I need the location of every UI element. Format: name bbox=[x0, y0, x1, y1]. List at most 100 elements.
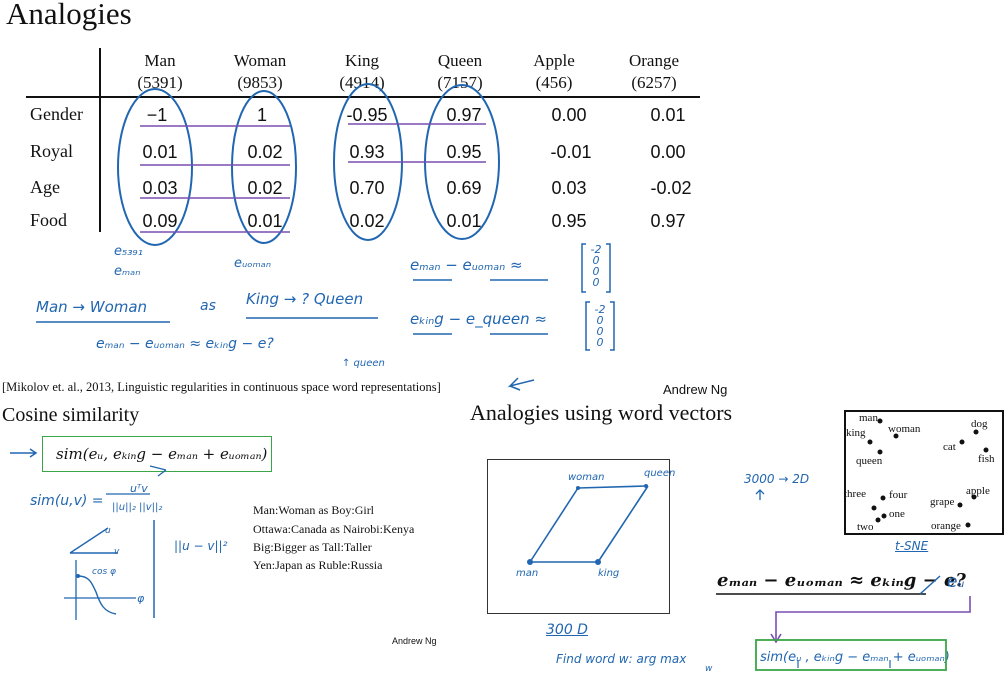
row-label-age: Age bbox=[30, 177, 60, 197]
cosine-slide-title: Cosine similarity bbox=[2, 404, 140, 426]
tsne-word: grape bbox=[930, 496, 955, 508]
hand-distance: ||u − v||² bbox=[174, 539, 228, 553]
column-header-man: Man (5391) bbox=[120, 50, 200, 94]
table-cell: 0.01 bbox=[142, 142, 178, 162]
table-cell: -0.95 bbox=[346, 105, 388, 125]
tsne-word: four bbox=[889, 489, 908, 501]
cos-curve bbox=[77, 575, 117, 615]
analogy-equation: eₘₐₙ − eᵤₒₘₐₙ ≈ eₖᵢₙg − e? bbox=[717, 570, 966, 591]
column-header-woman: Woman (9853) bbox=[220, 50, 300, 94]
column-index: (6257) bbox=[631, 73, 677, 92]
column-word: King bbox=[345, 51, 379, 70]
table-cell: 0.95 bbox=[551, 211, 587, 231]
hand-ew: eᵤ bbox=[947, 572, 965, 592]
point-woman bbox=[576, 486, 580, 490]
tsne-word: queen bbox=[856, 455, 883, 467]
table-cell: 1 bbox=[256, 105, 267, 125]
column-index: (9853) bbox=[237, 73, 283, 92]
column-word: Apple bbox=[533, 51, 575, 70]
para-label-man: man bbox=[516, 568, 539, 579]
tsne-word: three bbox=[844, 488, 866, 500]
analogy-example: Man:Woman as Boy:Girl bbox=[253, 503, 375, 517]
para-label-woman: woman bbox=[568, 472, 605, 483]
citation: [Mikolov et. al., 2013, Linguistic regul… bbox=[2, 380, 441, 394]
para-label-king: king bbox=[598, 568, 620, 579]
tsne-word: orange bbox=[931, 520, 961, 532]
table-cell: 0.02 bbox=[349, 211, 385, 231]
column-header-king: King (4914) bbox=[322, 50, 402, 94]
column-header-orange: Orange (6257) bbox=[614, 50, 694, 94]
table-cell: 0.00 bbox=[650, 142, 686, 162]
parallelogram-box bbox=[487, 459, 670, 614]
tsne-caption: t-SNE bbox=[895, 539, 929, 553]
row-label-gender: Gender bbox=[30, 104, 83, 124]
tsne-word: fish bbox=[978, 453, 995, 465]
tsne-word: dog bbox=[971, 418, 988, 430]
hand-ticks bbox=[797, 660, 891, 668]
table-cell: 0.97 bbox=[446, 105, 482, 125]
tsne-word: one bbox=[889, 508, 905, 520]
hand-find-sim: sim(eᵤ , eₖᵢₙg − eₘₐₙ + eᵤₒₘₐₙ) bbox=[760, 650, 950, 665]
hand-300d: 300 D bbox=[546, 622, 588, 638]
hand-vector-1: -2 0 0 0 bbox=[588, 244, 604, 288]
angle-vectors bbox=[69, 527, 118, 554]
table-cell: 0.00 bbox=[551, 105, 587, 125]
table-cell: -0.01 bbox=[550, 142, 592, 162]
hand-underlines bbox=[36, 279, 548, 335]
vector-entry: 0 bbox=[592, 265, 600, 278]
vector-entry: 0 bbox=[596, 314, 604, 327]
vector-entry: 0 bbox=[592, 276, 600, 289]
table-cell: 0.95 bbox=[446, 142, 482, 162]
tsne-word: woman bbox=[888, 423, 921, 435]
hand-cos-phi: cos φ bbox=[92, 567, 116, 577]
vectors-slide-title: Analogies using word vectors bbox=[470, 400, 733, 425]
hand-find-word: Find word w: arg max bbox=[556, 652, 687, 666]
table-cell: 0.93 bbox=[349, 142, 385, 162]
check-arrow-icon bbox=[149, 465, 167, 477]
column-word: Woman bbox=[233, 51, 287, 70]
hand-phi: φ bbox=[137, 592, 145, 605]
purple-arrow bbox=[770, 596, 971, 644]
hand-analogy-right: King → ? Queen bbox=[246, 290, 364, 308]
tsne-word: king bbox=[846, 427, 866, 439]
column-index: (5391) bbox=[137, 73, 183, 92]
tsne-word: two bbox=[857, 521, 874, 533]
point-king bbox=[595, 559, 601, 565]
column-word: Man bbox=[144, 51, 176, 70]
hand-frac-bottom: ||u||₂ ||v||₂ bbox=[112, 502, 163, 513]
vector-entry: 0 bbox=[592, 254, 600, 267]
vector-entry: -2 bbox=[590, 243, 602, 256]
hand-diff-king-queen: eₖᵢₙg − e_queen ≈ bbox=[410, 310, 547, 328]
table-cell: 0.09 bbox=[142, 211, 178, 231]
hand-reduce: 3000 → 2D bbox=[744, 472, 810, 486]
tsne-word: apple bbox=[966, 485, 990, 497]
hand-frac-top: uᵀv bbox=[130, 482, 148, 495]
sim-box bbox=[755, 639, 947, 671]
vector-entry: 0 bbox=[596, 336, 604, 349]
parallelogram bbox=[529, 485, 649, 563]
analogy-example: Ottawa:Canada as Nairobi:Kenya bbox=[253, 522, 415, 536]
analogy-example: Big:Bigger as Tall:Taller bbox=[253, 540, 372, 554]
table-cell: 0.70 bbox=[349, 178, 385, 198]
oval-woman bbox=[231, 90, 297, 244]
purple-links bbox=[140, 123, 486, 233]
strike-mark bbox=[919, 575, 941, 595]
tsne-points bbox=[867, 418, 989, 528]
column-index: (4914) bbox=[339, 73, 385, 92]
author-credit: Andrew Ng bbox=[663, 382, 728, 397]
table-cell: 0.02 bbox=[247, 142, 283, 162]
table-cell: 0.97 bbox=[650, 211, 686, 231]
table-cell: 0.69 bbox=[446, 178, 482, 198]
table-cell: −1 bbox=[146, 105, 168, 125]
row-label-royal: Royal bbox=[30, 141, 73, 161]
table-cell: 0.03 bbox=[142, 178, 178, 198]
table-cell: -0.02 bbox=[650, 178, 692, 198]
tsne-word: cat bbox=[943, 441, 956, 453]
point-queen bbox=[644, 484, 648, 488]
column-word: Orange bbox=[628, 51, 680, 70]
point-man bbox=[527, 559, 533, 565]
tsne-plot bbox=[844, 410, 1004, 535]
column-header-apple: Apple (456) bbox=[514, 50, 594, 94]
table-cell: 0.03 bbox=[551, 178, 587, 198]
